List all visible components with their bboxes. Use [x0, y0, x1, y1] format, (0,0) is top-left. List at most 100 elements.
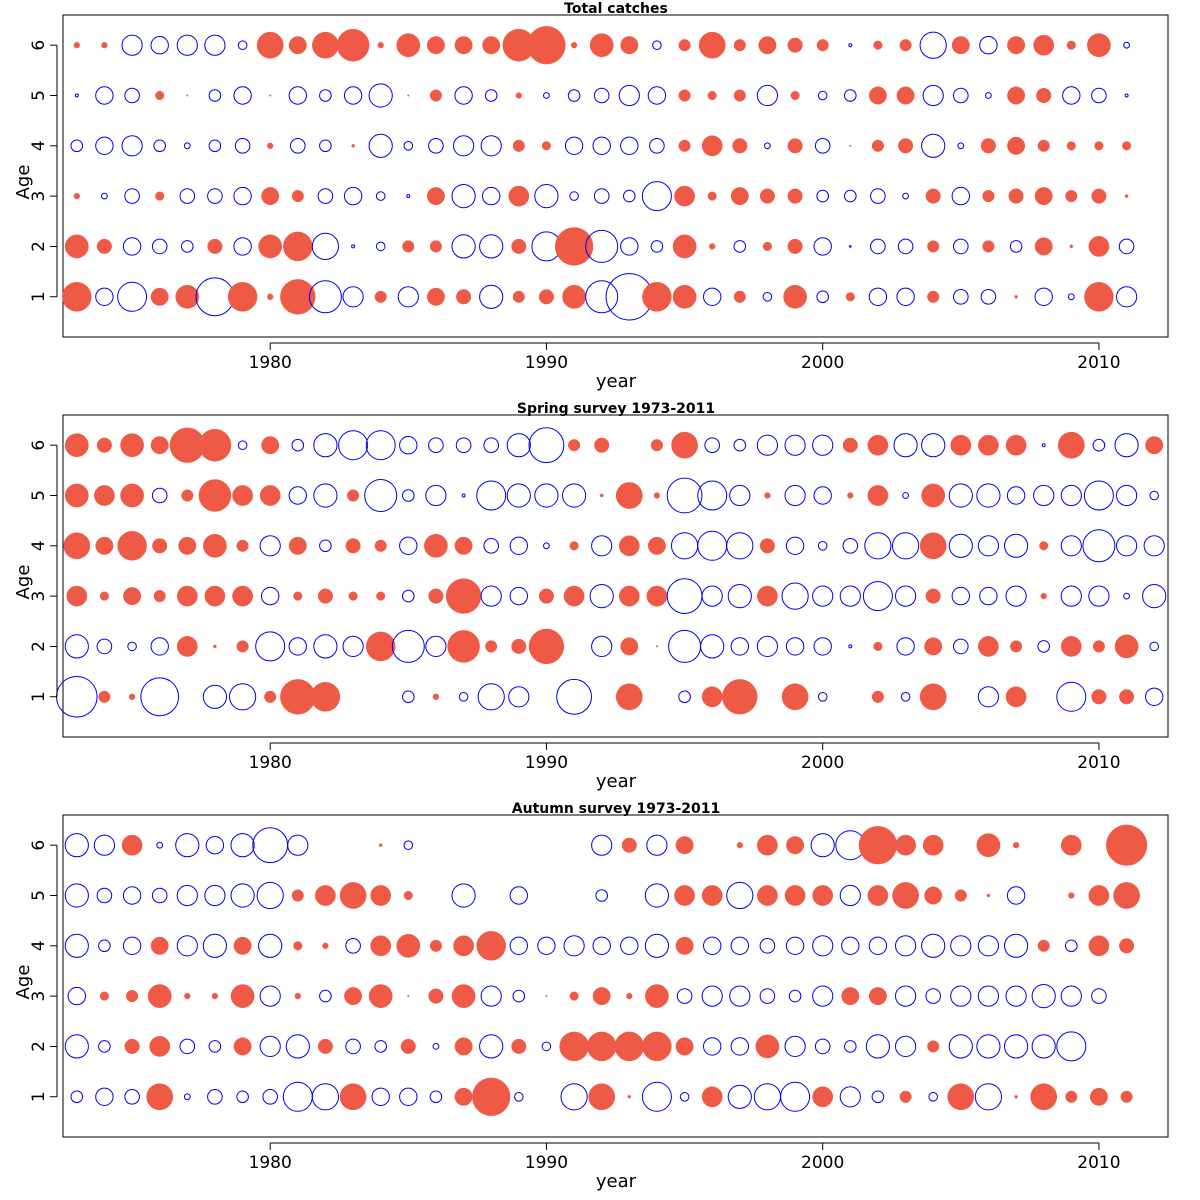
- panel-total-catches: Total catches 1980 1990 2000 2010 year 1 2 3 4 5 6…: [13, 1, 1169, 392]
- bubble-negative: [839, 884, 861, 907]
- x-axis: 1980 1990 2000 2010 year: [249, 742, 1121, 792]
- bubble-positive: [426, 187, 445, 206]
- bubble-negative: [122, 936, 142, 955]
- bubble-positive: [1060, 834, 1082, 856]
- bubble-positive: [569, 541, 579, 551]
- bubble-positive: [62, 282, 92, 312]
- bubble-positive: [781, 683, 809, 711]
- bubble-positive: [288, 36, 307, 55]
- bubble-negative: [812, 985, 834, 1007]
- bubble-negative: [233, 186, 252, 206]
- bubble-positive: [400, 1038, 416, 1054]
- bubble-negative: [451, 234, 476, 259]
- bubble-positive: [120, 483, 144, 508]
- x-axis-label: year: [596, 371, 637, 392]
- bubble-positive: [707, 191, 717, 201]
- bubble-negative: [150, 637, 169, 656]
- bubble-negative: [93, 834, 116, 856]
- bubble-positive: [1091, 188, 1107, 204]
- bubble-positive: [370, 935, 392, 957]
- bubble-positive: [922, 834, 944, 856]
- bubble-positive: [336, 28, 370, 62]
- plot-frame: [62, 814, 1169, 1138]
- bubble-negative: [458, 692, 469, 702]
- y-tick-label: 5: [29, 890, 49, 901]
- bubble-negative: [259, 985, 281, 1007]
- bubble-positive: [204, 585, 226, 607]
- bubble-negative: [868, 936, 888, 955]
- bubble-positive: [178, 536, 197, 555]
- bubble-negative: [592, 936, 611, 955]
- bubble-negative: [461, 493, 466, 498]
- bubble-positive: [1066, 40, 1076, 50]
- bubble-positive: [99, 991, 109, 1001]
- bubble-negative: [345, 1038, 361, 1055]
- bubble-positive: [678, 89, 691, 102]
- bubble-positive: [1014, 1095, 1018, 1099]
- bubble-negative: [985, 92, 992, 99]
- bubble-negative: [1149, 641, 1159, 652]
- bubble-negative: [780, 1081, 811, 1112]
- bubble-negative: [1033, 484, 1055, 507]
- bubble-negative: [897, 238, 914, 255]
- bubble-negative: [816, 189, 830, 203]
- bubble-negative: [351, 244, 356, 249]
- bubble-positive: [592, 987, 611, 1006]
- bubble-negative: [98, 1040, 111, 1053]
- bubble-negative: [476, 480, 507, 511]
- bubble-positive: [528, 628, 565, 665]
- bubble-positive: [453, 935, 474, 957]
- bubble-positive: [378, 843, 383, 847]
- bubble-positive: [978, 636, 999, 657]
- bubble-negative: [733, 240, 747, 253]
- bubble-positive: [642, 282, 672, 312]
- bubble-negative: [543, 92, 550, 99]
- bubble-positive: [96, 238, 112, 254]
- bubble-negative: [124, 1089, 140, 1105]
- bubble-negative: [560, 1083, 588, 1111]
- bubble-positive: [1014, 295, 1018, 299]
- bubble-negative: [342, 286, 364, 308]
- bubble-negative: [701, 985, 723, 1007]
- bubble-negative: [812, 585, 834, 607]
- bubble-negative: [563, 935, 585, 957]
- bubble-negative: [756, 84, 779, 107]
- bubble-positive: [150, 936, 169, 955]
- bubble-positive: [1119, 689, 1135, 705]
- bubble-negative: [921, 133, 946, 158]
- bubble-positive: [559, 1031, 589, 1062]
- bubble-negative: [313, 433, 338, 458]
- bubble-positive: [1036, 87, 1052, 104]
- bubble-positive: [1065, 1090, 1078, 1103]
- bubble-negative: [256, 881, 284, 910]
- bubble-negative: [1142, 584, 1167, 609]
- bubble-positive: [650, 439, 663, 452]
- bubble-negative: [813, 637, 832, 656]
- bubble-negative: [1060, 985, 1082, 1007]
- bubble-negative: [585, 229, 619, 263]
- bubble-positive: [424, 533, 448, 558]
- bubble-positive: [291, 889, 304, 902]
- bubble-negative: [726, 532, 754, 560]
- bubble-negative: [150, 36, 169, 55]
- bubble-negative: [951, 186, 970, 206]
- y-tick-label: 3: [29, 591, 49, 602]
- bubble-negative: [813, 486, 832, 505]
- bubble-negative: [480, 585, 502, 607]
- bubble-negative: [140, 677, 180, 717]
- bubble-positive: [588, 1083, 616, 1111]
- bubble-negative: [928, 1092, 939, 1102]
- bubble-negative: [477, 683, 505, 711]
- bubble-negative: [285, 1034, 310, 1059]
- bubble-positive: [867, 434, 889, 456]
- bubble-positive: [1087, 33, 1111, 58]
- bubble-negative: [700, 634, 725, 659]
- bubble-negative: [176, 935, 198, 957]
- panel-title: Spring survey 1973-2011: [517, 401, 715, 417]
- bubble-positive: [1060, 636, 1082, 657]
- bubble-positive: [99, 591, 109, 601]
- bubble-positive: [147, 984, 172, 1008]
- bubble-positive: [647, 536, 666, 555]
- bubble-positive: [674, 885, 695, 906]
- bubble-negative: [181, 240, 194, 253]
